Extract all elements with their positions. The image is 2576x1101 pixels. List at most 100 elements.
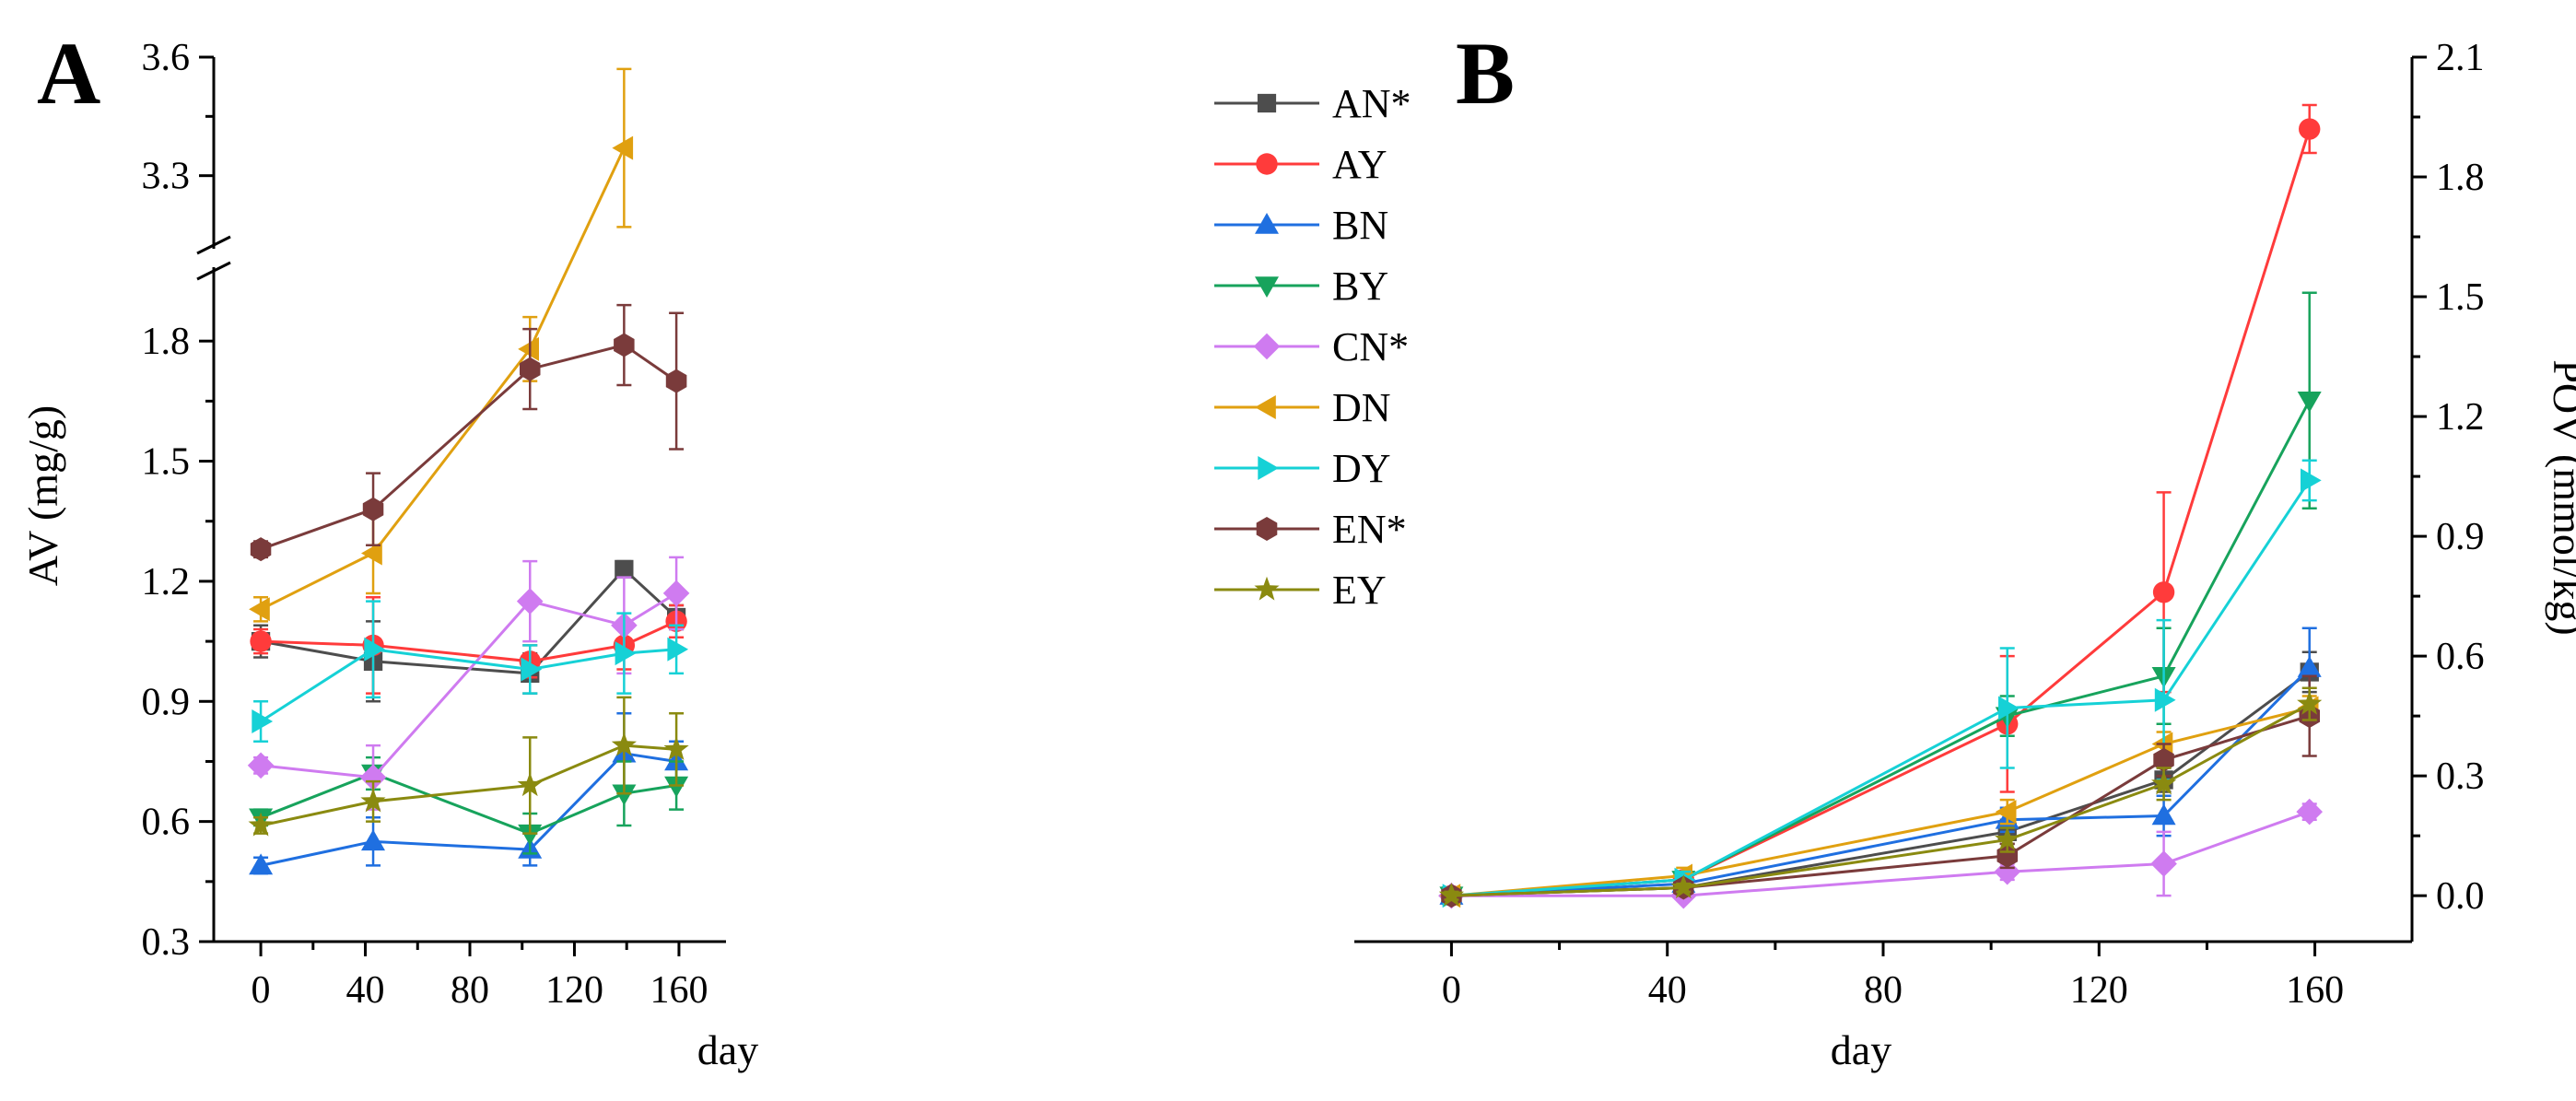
panel-b-y-tick-label: 0.6 <box>2436 636 2485 678</box>
panel-a-ey-point <box>248 812 274 837</box>
panel-a-cn-star-point <box>359 764 387 791</box>
panel-b-cn-star-point <box>1994 858 2020 885</box>
panel-a-en-star-point <box>250 537 272 562</box>
panel-a-dn-point <box>249 597 270 622</box>
legend-marker <box>1256 153 1278 175</box>
legend-label: BY <box>1332 264 1388 309</box>
legend-marker <box>1253 333 1281 360</box>
panel-a-ay-point <box>250 630 272 652</box>
panel-b-bn-point <box>2297 656 2322 677</box>
legend-label: AN* <box>1332 81 1411 126</box>
panel-a-cn-star-series <box>247 556 690 811</box>
panel-a-dn-series <box>249 67 634 623</box>
panel-a-ey-point <box>611 732 637 756</box>
panel-b-y-tick-label: 0.3 <box>2436 755 2485 798</box>
panel-b-ey-series <box>1438 686 2323 907</box>
panel-b-by-series <box>1439 291 2322 908</box>
panel-b-series <box>1438 103 2323 909</box>
panel-a-xlabel: day <box>697 1026 758 1073</box>
panel-b-y-tick-label: 0.9 <box>2436 516 2485 558</box>
panel-a-ey-point <box>360 788 386 813</box>
panel-a-en-star-series <box>250 303 687 562</box>
legend-item-ay: AY <box>1214 142 1388 187</box>
panel-b-ylabel: POV (mmol/kg) <box>2545 359 2576 635</box>
panel-a-axis-break-lower <box>196 261 231 281</box>
panel-a-bn-point <box>361 829 385 851</box>
panel-a-en-star-point <box>362 497 384 521</box>
panel-b-ey-point <box>1995 826 2020 850</box>
panel-a-en-star-point <box>665 369 687 393</box>
panel-a-by-point <box>518 824 543 846</box>
panel-b-axes: 0 40 80 120 160 0.0 0.3 0.6 0.9 1.2 1.5 1.8 2.1 <box>1354 37 2485 1012</box>
panel-a-y-tick-label: 1.2 <box>142 561 191 603</box>
panel-b-ey-point <box>1670 874 1696 899</box>
panel-b-cn-star-point <box>2296 798 2323 826</box>
panel-b-dn-series <box>1439 695 2319 908</box>
panel-a-x-tick-label: 160 <box>650 969 708 1012</box>
panel-a-by-point <box>664 776 689 798</box>
panel-a-ey-series <box>248 696 689 837</box>
panel-a-en-star-point <box>520 357 541 381</box>
legend-item-bn: BN <box>1214 203 1388 248</box>
legend-item-an-star: AN* <box>1214 81 1411 126</box>
panel-a-dy-point <box>252 709 274 733</box>
legend: AN* AY BN BY CN* DN DY EN* EY <box>1214 81 1411 613</box>
panel-b-bn-line <box>1451 667 2311 897</box>
legend-item-ey: EY <box>1214 568 1387 613</box>
panel-b-bn-point <box>2151 803 2176 826</box>
panel-b-x-tick-label: 80 <box>1864 969 1903 1012</box>
panel-b-y-tick-label: 1.8 <box>2436 157 2485 199</box>
legend-item-by: BY <box>1214 264 1388 309</box>
panel-a-dn-point <box>612 135 634 160</box>
panel-a-ylabel: AV (mg/g) <box>19 405 66 586</box>
panel-a-x-tick-label: 120 <box>545 969 603 1012</box>
panel-b-en-star-point <box>1996 843 2018 868</box>
legend-marker <box>1258 456 1279 480</box>
panel-a-dy-point <box>521 657 543 682</box>
panel-a-cn-star-point <box>516 588 544 615</box>
legend-marker <box>1256 517 1278 541</box>
panel-b-x-tick-label: 160 <box>2286 969 2344 1012</box>
panel-b-by-point <box>2297 392 2322 413</box>
legend-item-cn-star: CN* <box>1214 324 1409 369</box>
panel-a-y-tick-label: 0.6 <box>142 802 191 844</box>
legend-label: CN* <box>1332 324 1409 369</box>
panel-a-letter: A <box>37 24 100 123</box>
panel-b-y-tick-label: 2.1 <box>2436 37 2485 79</box>
panel-a-y-tick-label: 3.6 <box>142 37 191 79</box>
panel-a-dy-point <box>364 637 385 662</box>
panel-a-ey-point <box>663 736 689 760</box>
panel-a-an-star-point <box>615 559 634 579</box>
panel-a-bn-point <box>249 853 274 875</box>
legend-label: EN* <box>1332 507 1407 552</box>
panel-a-series <box>247 67 690 875</box>
panel-b-ey-point <box>2297 690 2323 715</box>
panel-b-cn-star-point <box>2150 850 2177 877</box>
panel-b-x-tick-label: 0 <box>1442 969 1461 1012</box>
legend-marker <box>1255 395 1276 419</box>
panel-a-dn-line <box>260 146 626 611</box>
panel-b-ay-point <box>2299 118 2321 140</box>
panel-a-y-tick-label: 0.3 <box>142 921 191 964</box>
panel-b: B 0 40 80 120 160 0.0 0.3 0.6 0.9 1.2 1.5 1.8 2.1 da… <box>1354 24 2576 1073</box>
panel-b-dn-point <box>1995 800 2017 825</box>
panel-a-en-star-line <box>260 343 677 551</box>
panel-a-dy-line <box>260 648 677 723</box>
legend-item-dn: DN <box>1214 385 1391 430</box>
panel-b-by-line <box>1451 399 2312 897</box>
legend-label: BN <box>1332 203 1388 248</box>
panel-a-by-line <box>260 771 677 836</box>
panel-b-xlabel: day <box>1831 1026 1891 1073</box>
panel-a-en-star-point <box>614 333 635 357</box>
panel-a-ey-point <box>517 772 543 797</box>
legend-label: EY <box>1332 568 1387 613</box>
panel-a-by-point <box>612 784 637 806</box>
panel-b-x-tick-label: 120 <box>2070 969 2128 1012</box>
panel-b-en-star-point <box>2153 747 2174 772</box>
panel-a-y-tick-label: 0.9 <box>142 681 191 723</box>
panel-b-ay-series <box>1440 103 2321 907</box>
panel-b-ey-point <box>2151 770 2177 795</box>
panel-a-axis-break-upper <box>196 235 231 255</box>
panel-a-dn-point <box>361 541 382 566</box>
